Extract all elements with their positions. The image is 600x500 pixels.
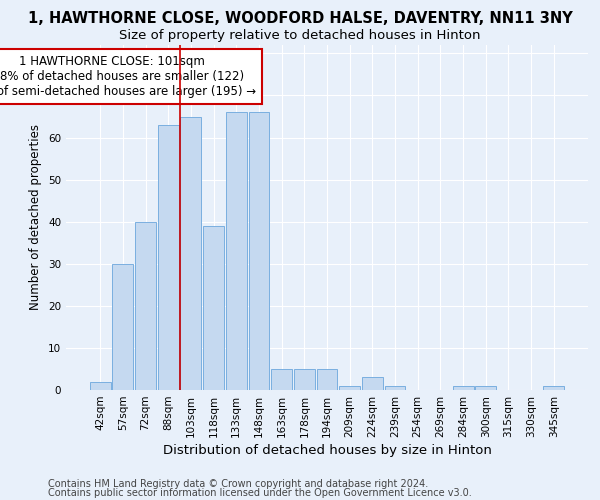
Text: Contains public sector information licensed under the Open Government Licence v3: Contains public sector information licen… <box>48 488 472 498</box>
Bar <box>90 382 110 390</box>
Bar <box>135 222 156 390</box>
Bar <box>271 369 292 390</box>
Bar <box>385 386 406 390</box>
Bar <box>452 386 473 390</box>
Text: 1, HAWTHORNE CLOSE, WOODFORD HALSE, DAVENTRY, NN11 3NY: 1, HAWTHORNE CLOSE, WOODFORD HALSE, DAVE… <box>28 11 572 26</box>
Bar <box>158 125 179 390</box>
Bar <box>112 264 133 390</box>
Text: Size of property relative to detached houses in Hinton: Size of property relative to detached ho… <box>119 29 481 42</box>
Bar <box>475 386 496 390</box>
Text: 1 HAWTHORNE CLOSE: 101sqm
← 38% of detached houses are smaller (122)
61% of semi: 1 HAWTHORNE CLOSE: 101sqm ← 38% of detac… <box>0 56 256 98</box>
Bar <box>203 226 224 390</box>
Bar <box>181 116 202 390</box>
Bar <box>226 112 247 390</box>
Text: Contains HM Land Registry data © Crown copyright and database right 2024.: Contains HM Land Registry data © Crown c… <box>48 479 428 489</box>
Bar <box>294 369 315 390</box>
Bar <box>317 369 337 390</box>
Bar <box>544 386 564 390</box>
Bar <box>362 378 383 390</box>
X-axis label: Distribution of detached houses by size in Hinton: Distribution of detached houses by size … <box>163 444 491 457</box>
Bar <box>248 112 269 390</box>
Bar <box>339 386 360 390</box>
Y-axis label: Number of detached properties: Number of detached properties <box>29 124 43 310</box>
